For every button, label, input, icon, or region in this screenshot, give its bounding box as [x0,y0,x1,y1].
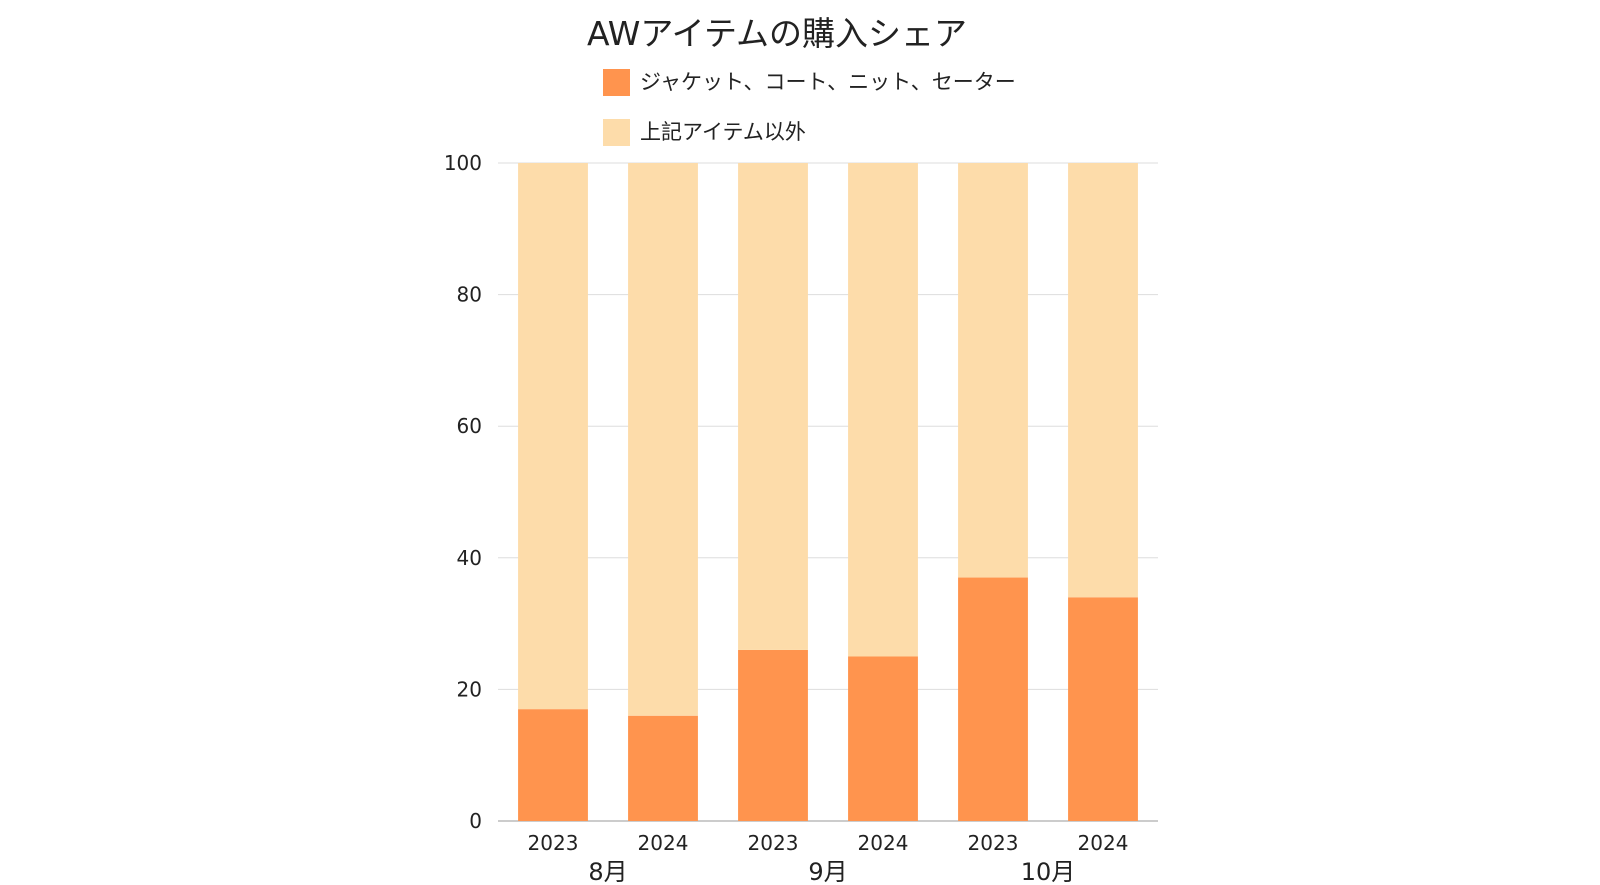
x-group-label-2: 9月 [808,858,847,885]
x-tick-label-2: 2024 [638,831,689,855]
legend-label-series-2: 上記アイテム以外 [640,120,806,144]
bar-series-2-2 [628,163,698,716]
y-tick-label-60: 60 [457,414,482,438]
bar-series-2-4 [848,163,918,657]
y-tick-label-100: 100 [444,151,482,175]
bar-series-1-2 [628,715,698,821]
bar-series-1-1 [518,709,588,821]
legend-item-series-1: ジャケット、コート、ニット、セーター [603,68,1016,96]
bar-series-1-5 [958,577,1028,821]
gridlines [498,162,1158,822]
legend-label-series-1: ジャケット、コート、ニット、セーター [640,70,1016,94]
x-tick-label-6: 2024 [1078,831,1129,855]
legend-swatch-series-1 [603,68,630,96]
x-group-label-3: 10月 [1021,858,1076,885]
x-tick-label-4: 2024 [858,831,909,855]
x-tick-label-1: 2023 [528,831,579,855]
legend-item-series-2: 上記アイテム以外 [603,118,1016,146]
x-group-label-1: 8月 [588,858,627,885]
bar-series-1-4 [848,656,918,821]
bar-series-2-1 [518,163,588,710]
y-tick-label-80: 80 [457,283,482,307]
bar-series-2-6 [1068,163,1138,598]
chart-title: AWアイテムの購入シェア [586,14,968,53]
legend-swatch-series-2 [603,118,630,146]
bars [518,163,1138,821]
axes: 0 20 40 60 80 100 2023 2024 2023 2024 2023 2024 8月 9月… [444,151,1129,885]
legend: ジャケット、コート、ニット、セーター 上記アイテム以外 [603,68,1016,168]
x-tick-label-5: 2023 [968,831,1019,855]
bar-series-1-6 [1068,597,1138,821]
x-tick-label-3: 2023 [748,831,799,855]
y-tick-label-40: 40 [457,546,482,570]
bar-series-1-3 [738,649,808,821]
bar-series-2-5 [958,163,1028,578]
y-tick-label-20: 20 [457,677,482,701]
y-tick-label-0: 0 [469,809,482,833]
bar-series-2-3 [738,163,808,650]
